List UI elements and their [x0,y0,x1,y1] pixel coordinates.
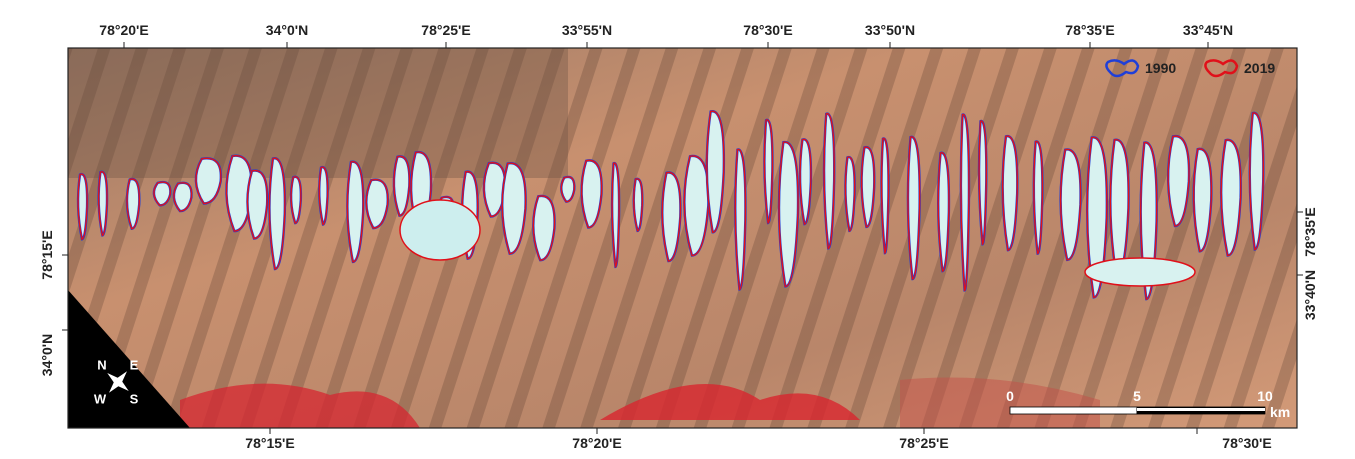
compass-letter: N [97,357,106,372]
top-coordinate-label: 78°30'E [743,22,792,38]
compass-letter: W [94,391,107,406]
top-coordinate-label: 34°0'N [266,22,308,38]
map-figure: 78°20'E 34°0'N 78°25'E 33°55'N 78°30'E 33°50'… [0,0,1355,454]
top-coordinate-label: 33°45'N [1183,22,1233,38]
scale-label: 0 [1006,388,1014,404]
top-coordinate-label: 33°55'N [562,22,612,38]
scale-label: 5 [1133,388,1141,404]
top-coordinate-label: 78°25'E [421,22,470,38]
bottom-coordinate-label: 78°20'E [572,435,621,451]
bottom-coordinate-label: 78°30'E [1222,435,1271,451]
scale-bar [1137,408,1265,411]
top-coordinate-label: 78°20'E [99,22,148,38]
scale-bar [1010,407,1137,414]
right-coordinate-label: 78°35'E [1302,207,1318,256]
compass-letter: E [130,357,139,372]
top-coordinate-label: 78°35'E [1065,22,1114,38]
scale-unit: km [1270,404,1290,420]
glacier [400,200,480,260]
top-coordinate-label: 33°50'N [865,22,915,38]
compass-letter: S [130,391,139,406]
legend-label: 2019 [1244,60,1275,76]
bottom-coordinate-label: 78°15'E [245,435,294,451]
scale-label: 10 [1257,388,1273,404]
legend-label: 1990 [1145,60,1176,76]
right-coordinate-label: 33°40'N [1302,270,1318,320]
left-coordinate-label: 34°0'N [39,334,55,376]
left-coordinate-label: 78°15'E [39,230,55,279]
bottom-coordinate-label: 78°25'E [899,435,948,451]
glacier [1085,258,1195,286]
